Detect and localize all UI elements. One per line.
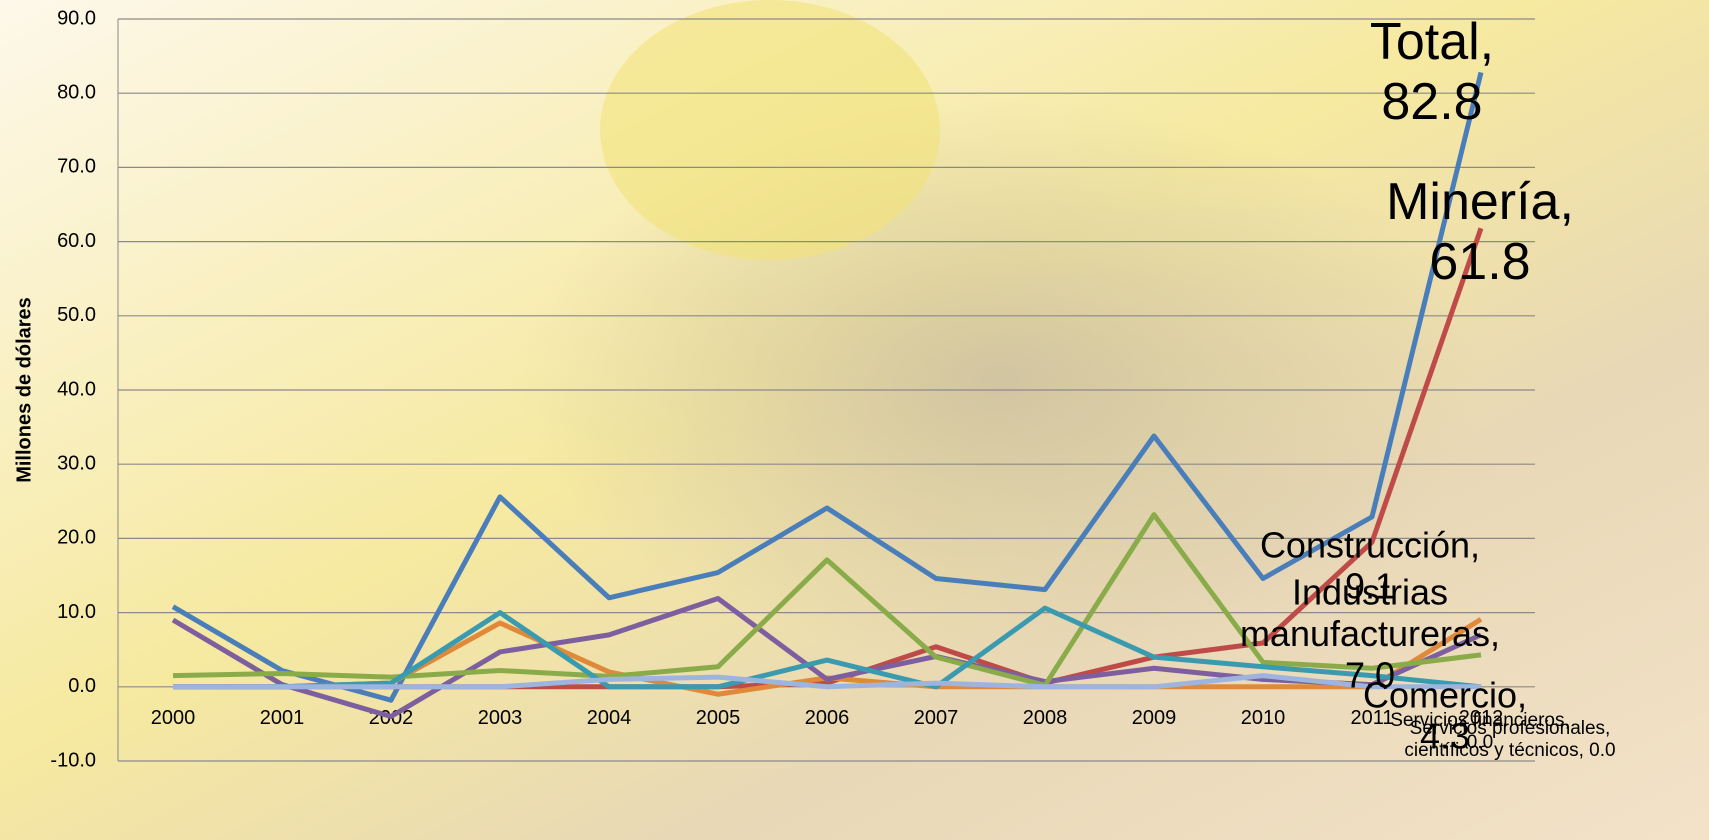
data-label: Total, 82.8 (1370, 13, 1494, 131)
data-label: Servicios profesionales, científicos y té… (1404, 718, 1615, 761)
x-tick-label: 2009 (1132, 707, 1177, 729)
series-line (173, 605, 1482, 690)
y-tick-label: 40.0 (57, 378, 96, 400)
x-tick-label: 2001 (260, 707, 305, 729)
y-tick-label: 20.0 (57, 527, 96, 549)
data-label: Industrias manufactureras, 7.0 (1240, 571, 1500, 695)
x-tick-label: 2010 (1241, 707, 1286, 729)
x-tick-label: 2005 (696, 707, 741, 729)
x-tick-label: 2007 (914, 707, 959, 729)
data-label: Construcción, 9.1 (1260, 524, 1480, 606)
background-photo (600, 0, 940, 260)
x-tick-label: 2003 (478, 707, 523, 729)
y-tick-label: 60.0 (57, 230, 96, 252)
x-tick-label: 2012 (1459, 707, 1504, 729)
series-line (171, 596, 1483, 719)
series-line (172, 512, 1482, 688)
data-label: Servicios financieros, 0.0 (1390, 710, 1570, 753)
y-tick-label: 90.0 (57, 7, 96, 29)
y-tick-label: 10.0 (57, 601, 96, 623)
y-tick-label: -10.0 (50, 749, 96, 771)
data-label: Minería, 61.8 (1386, 173, 1574, 291)
series-line (171, 71, 1484, 703)
series-line (173, 673, 1481, 690)
x-tick-label: 2006 (805, 707, 850, 729)
y-tick-label: 80.0 (57, 81, 96, 103)
data-label: Comercio, 4.3 (1363, 674, 1527, 756)
y-tick-label: 70.0 (57, 156, 96, 178)
y-tick-label: 30.0 (57, 452, 96, 474)
y-tick-label: 0.0 (68, 675, 96, 697)
y-axis-title: Millones de dólares (13, 297, 35, 483)
y-tick-label: 50.0 (57, 304, 96, 326)
x-tick-label: 2008 (1023, 707, 1068, 729)
x-tick-label: 2011 (1350, 707, 1393, 729)
x-tick-label: 2000 (151, 707, 196, 729)
x-tick-label: 2004 (587, 707, 632, 729)
